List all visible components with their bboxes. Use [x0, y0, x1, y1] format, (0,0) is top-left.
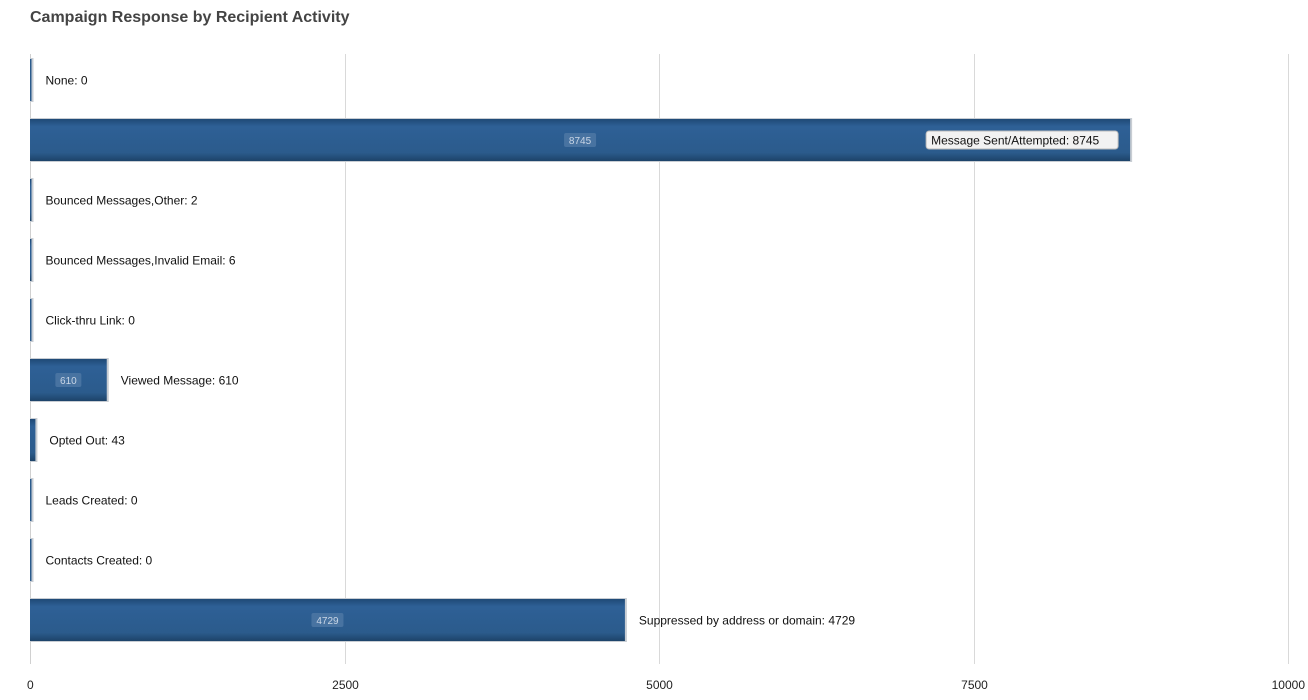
bar-outline: [30, 478, 34, 522]
bar[interactable]: [30, 419, 36, 461]
x-tick-label: 2500: [332, 678, 359, 692]
bar-outline: [30, 538, 34, 582]
inner-value-badge: [55, 373, 82, 387]
bar[interactable]: [30, 59, 32, 101]
x-tick-label: 5000: [646, 678, 673, 692]
bar-outline: [30, 298, 34, 342]
bar-outline: [30, 58, 34, 102]
inner-value-label: 4729: [316, 616, 339, 627]
bar[interactable]: [30, 239, 32, 281]
inner-value-badge: [564, 133, 597, 147]
bar-label: Opted Out: 43: [49, 434, 125, 448]
inner-value-badge: [311, 613, 344, 627]
x-tick-label: 0: [27, 678, 34, 692]
bar-label: Message Sent/Attempted: 8745: [931, 134, 1099, 148]
x-tick-label: 7500: [961, 678, 988, 692]
x-axis-ticks: 0 2500 5000 7500 10000: [27, 678, 1305, 692]
inner-value-label: 610: [60, 376, 77, 387]
label-background: [925, 130, 1119, 150]
bar-label: None: 0: [46, 74, 88, 88]
bar-label: Bounced Messages,Invalid Email: 6: [46, 254, 236, 268]
bar-label: Suppressed by address or domain: 4729: [639, 614, 855, 628]
bar[interactable]: [30, 539, 32, 581]
bar-labels: None: 0 8745 Message Sent/Attempted: 8745 B…: [46, 74, 1119, 628]
bar-label: Viewed Message: 610: [121, 374, 239, 388]
bar-label: Bounced Messages,Other: 2: [46, 194, 198, 208]
bar-outline: [30, 238, 34, 282]
x-tick-label: 10000: [1272, 678, 1306, 692]
bar[interactable]: [30, 179, 32, 221]
chart-title: Campaign Response by Recipient Activity: [30, 9, 350, 26]
bar-label: Contacts Created: 0: [46, 554, 153, 568]
bar-label: Leads Created: 0: [46, 494, 138, 508]
bar[interactable]: [30, 299, 32, 341]
inner-value-label: 8745: [569, 136, 592, 147]
bar-outline: [30, 178, 34, 222]
bar-label: Click-thru Link: 0: [46, 314, 136, 328]
bar[interactable]: [30, 479, 32, 521]
